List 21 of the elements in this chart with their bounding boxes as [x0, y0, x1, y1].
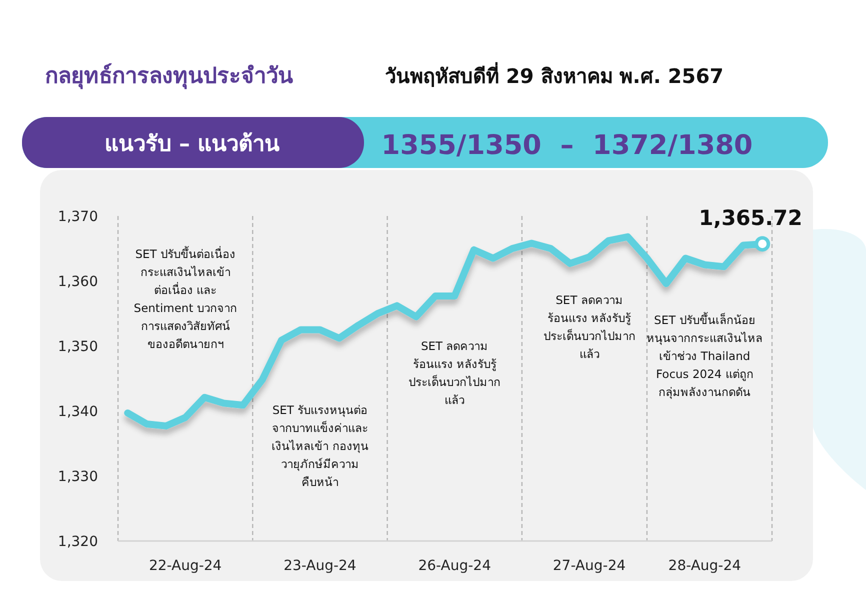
y-tick-label: 1,320 — [58, 534, 98, 550]
text: 1355/1350 – 1372/1380 — [381, 130, 753, 161]
annotation: SET รับแรงหนุนต่อ จากบาทแข็งค่าและ เงินไหลเข้า กองทุน วายุภักษ์มีความ คืบหน้า — [272, 403, 368, 489]
y-tick-label: 1,330 — [58, 468, 98, 485]
annotation: SET ปรับขึ้นต่อเนื่อง กระแสเงินไหลเข้า ต่อเนื่อง และ Sentiment บวกจาก การแสดงวิสัยทัศน์ ของอดีตนายกฯ — [134, 246, 237, 351]
x-tick-label: 27-Aug-24 — [552, 558, 626, 574]
y-tick-label: 1,340 — [58, 404, 98, 420]
y-tick-label: 1,370 — [58, 208, 98, 225]
text: แนวรับ – แนวต้าน — [104, 132, 280, 157]
x-tick-label: 26-Aug-24 — [418, 558, 492, 574]
chart-subtitle: วันพฤหัสบดีที่ 29 สิงหาคม พ.ศ. 2567 — [385, 61, 724, 88]
y-tick-label: 1,350 — [58, 338, 98, 355]
chart-title: กลยุทธ์การลงทุนประจำวัน — [45, 63, 293, 90]
x-tick-label: 22-Aug-24 — [148, 558, 222, 574]
x-tick-label: 23-Aug-24 — [284, 558, 356, 574]
annotation: SET ลดความ ร้อนแรง หลังรับรู้ ประเด็นบวกไปมาก แล้ว — [543, 293, 636, 361]
annotation: 1,365.72 — [698, 206, 802, 230]
annotation: SET ลดความ ร้อนแรง หลังรับรู้ ประเด็นบวกไปมาก แล้ว — [408, 339, 501, 407]
annotation: SET ปรับขึ้นเล็กน้อย หนุนจากกระแสเงินไหล เข้าช่วง Thailand Focus 2024 แต่ถูก กลุ่มพลังงานกดดัน — [646, 312, 763, 399]
x-tick-label: 28-Aug-24 — [668, 558, 742, 574]
y-tick-label: 1,360 — [58, 274, 98, 290]
